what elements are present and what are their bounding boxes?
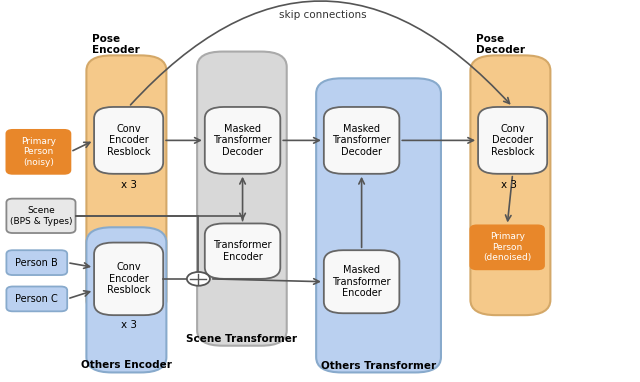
FancyBboxPatch shape xyxy=(94,243,163,315)
Text: Primary
Person
(noisy): Primary Person (noisy) xyxy=(21,137,56,167)
Circle shape xyxy=(187,272,210,286)
Text: Pose
Decoder: Pose Decoder xyxy=(476,34,525,55)
FancyBboxPatch shape xyxy=(86,55,166,315)
FancyBboxPatch shape xyxy=(324,107,399,174)
Text: Scene
(BPS & Types): Scene (BPS & Types) xyxy=(10,206,72,225)
Text: Conv
Decoder
Resblock: Conv Decoder Resblock xyxy=(491,124,534,157)
FancyArrowPatch shape xyxy=(131,1,509,105)
FancyBboxPatch shape xyxy=(316,78,441,372)
Text: Others Transformer: Others Transformer xyxy=(321,361,436,371)
Text: Masked
Transformer
Decoder: Masked Transformer Decoder xyxy=(213,124,272,157)
Text: x 3: x 3 xyxy=(121,320,137,330)
FancyBboxPatch shape xyxy=(197,52,287,346)
FancyBboxPatch shape xyxy=(205,223,280,279)
Text: Conv
Encoder
Resblock: Conv Encoder Resblock xyxy=(107,124,150,157)
Text: Transformer
Encoder: Transformer Encoder xyxy=(213,240,272,262)
Text: Others Encoder: Others Encoder xyxy=(81,360,172,370)
Text: skip connections: skip connections xyxy=(279,10,366,20)
Text: Masked
Transformer
Encoder: Masked Transformer Encoder xyxy=(332,265,391,298)
FancyBboxPatch shape xyxy=(205,107,280,174)
FancyBboxPatch shape xyxy=(470,55,550,315)
FancyBboxPatch shape xyxy=(6,286,67,311)
Text: Primary
Person
(denoised): Primary Person (denoised) xyxy=(483,232,531,262)
Text: Pose
Encoder: Pose Encoder xyxy=(92,34,140,55)
FancyBboxPatch shape xyxy=(86,227,166,372)
FancyBboxPatch shape xyxy=(6,199,76,233)
Text: Person C: Person C xyxy=(15,294,58,304)
FancyBboxPatch shape xyxy=(324,250,399,313)
Text: x 3: x 3 xyxy=(502,180,518,189)
FancyBboxPatch shape xyxy=(478,107,547,174)
Text: Scene Transformer: Scene Transformer xyxy=(186,334,298,344)
FancyBboxPatch shape xyxy=(94,107,163,174)
FancyBboxPatch shape xyxy=(470,225,544,269)
Text: Conv
Encoder
Resblock: Conv Encoder Resblock xyxy=(107,262,150,295)
FancyBboxPatch shape xyxy=(6,250,67,275)
Text: x 3: x 3 xyxy=(121,180,137,189)
Text: Person B: Person B xyxy=(15,257,58,268)
Text: Masked
Transformer
Decoder: Masked Transformer Decoder xyxy=(332,124,391,157)
FancyBboxPatch shape xyxy=(6,130,70,174)
